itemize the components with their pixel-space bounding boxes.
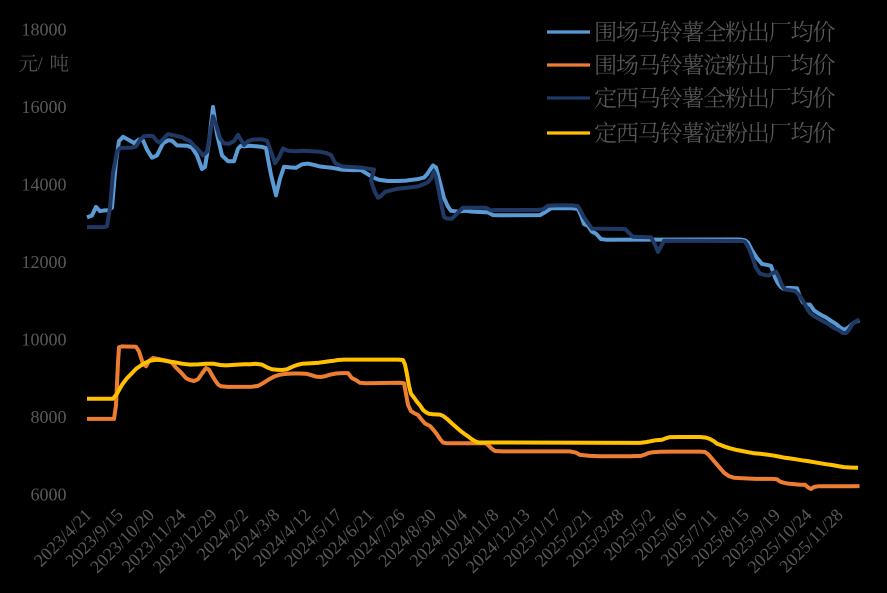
svg-text:10000: 10000	[22, 330, 67, 350]
svg-text:/: /	[38, 53, 43, 73]
svg-text:8000: 8000	[31, 407, 67, 427]
svg-text:14000: 14000	[22, 175, 67, 195]
svg-text:6000: 6000	[31, 485, 67, 505]
svg-text:18000: 18000	[22, 20, 67, 40]
svg-text:16000: 16000	[22, 97, 67, 117]
svg-text:12000: 12000	[22, 252, 67, 272]
